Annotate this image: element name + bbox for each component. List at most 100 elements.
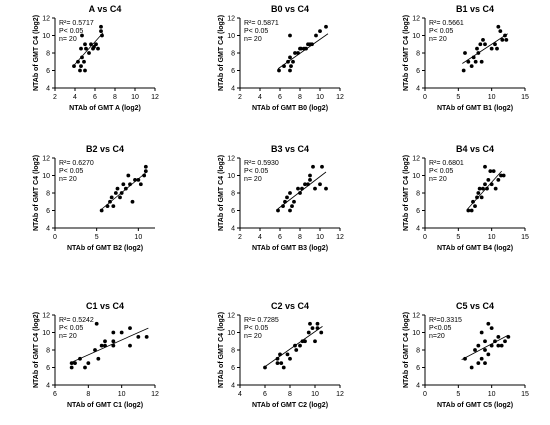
y-axis-label: NTAb of GMT C4 (log2) [218, 15, 225, 91]
y-tick-label: 4 [46, 86, 50, 93]
n-label: n= 20 [59, 333, 77, 340]
x-tick-label: 0 [423, 94, 427, 101]
data-point [473, 204, 477, 209]
n-label: n= 20 [59, 36, 77, 43]
data-point [476, 191, 481, 195]
regression-line [466, 170, 502, 210]
data-point [281, 204, 285, 209]
data-point [475, 195, 479, 200]
regression-line [461, 334, 509, 360]
data-point [288, 55, 292, 60]
x-axis-label: NTAb of GMT B4 (log2) [437, 245, 513, 252]
data-point [83, 42, 87, 47]
data-point [87, 51, 91, 55]
y-tick-label: 10 [227, 173, 235, 180]
data-point [293, 51, 297, 55]
regression-line [462, 33, 508, 64]
y-tick-label: 4 [231, 383, 235, 390]
y-tick-label: 6 [46, 208, 50, 215]
data-point [483, 348, 487, 352]
panel-title: C2 vs C4 [271, 301, 309, 311]
data-point [69, 361, 74, 366]
data-point [489, 326, 494, 331]
data-point [479, 59, 484, 64]
x-tick-label: 0 [423, 391, 427, 398]
data-point [463, 356, 467, 361]
data-point [128, 326, 132, 331]
n-label: n= 20 [244, 333, 262, 340]
x-tick-label: 0 [423, 234, 427, 241]
x-tick-label: 10 [488, 94, 496, 101]
data-point [478, 42, 483, 47]
data-point [306, 182, 310, 187]
y-tick-label: 10 [412, 330, 420, 337]
data-point [303, 182, 307, 187]
data-point [476, 361, 481, 366]
y-tick-label: 4 [46, 383, 50, 390]
y-tick-label: 8 [231, 348, 235, 355]
x-tick-label: 2 [53, 94, 57, 101]
x-tick-label: 10 [316, 94, 324, 101]
x-axis-label: NTAb of GMT B2 (log2) [67, 245, 143, 252]
data-point [290, 204, 294, 209]
data-point [94, 42, 98, 47]
data-point [477, 186, 482, 191]
data-point [99, 24, 103, 29]
regression-line [73, 32, 104, 66]
y-tick-label: 8 [46, 348, 50, 355]
data-point [296, 186, 300, 191]
r-squared-label: R²= 0.7285 [244, 317, 279, 324]
data-point [79, 64, 83, 69]
data-point [126, 173, 131, 178]
y-tick-label: 10 [42, 173, 50, 180]
data-point [469, 365, 474, 370]
data-point [495, 46, 499, 51]
r-squared-label: R²= 0.5717 [59, 20, 94, 27]
data-point [313, 186, 317, 191]
data-point [496, 343, 501, 348]
data-point [463, 51, 467, 55]
data-point [315, 321, 320, 326]
data-point [310, 42, 314, 47]
x-tick-label: 12 [336, 391, 344, 398]
data-point [303, 339, 307, 344]
data-point [466, 59, 471, 64]
data-point [479, 195, 484, 200]
r-squared-label: R²= 0.5871 [244, 20, 279, 27]
regression-line [263, 326, 323, 368]
y-axis-label: NTAb of GMT C4 (log2) [33, 155, 40, 231]
panel-title: B1 vs C4 [456, 4, 494, 14]
data-point [469, 208, 474, 213]
x-tick-label: 12 [151, 391, 159, 398]
x-tick-label: 12 [336, 234, 344, 241]
data-point [308, 177, 312, 182]
data-point [483, 361, 487, 366]
data-point [476, 343, 481, 348]
data-point [496, 334, 501, 339]
panel-title: B4 vs C4 [456, 144, 494, 154]
y-axis-label: NTAb of GMT C4 (log2) [403, 15, 410, 91]
data-point [473, 348, 477, 352]
data-point [499, 343, 504, 348]
data-point [299, 46, 303, 51]
x-tick-label: 8 [113, 94, 117, 101]
y-tick-label: 8 [231, 191, 235, 198]
p-value-label: P< 0.05 [59, 168, 83, 175]
y-tick-label: 12 [42, 16, 50, 23]
data-point [469, 64, 474, 69]
data-point [292, 199, 296, 204]
panel-title: C5 vs C4 [456, 301, 494, 311]
data-point [282, 64, 286, 69]
data-point [76, 59, 80, 64]
data-point [136, 334, 141, 339]
data-point [294, 348, 299, 352]
data-point [466, 208, 471, 213]
regression-line [277, 33, 329, 70]
x-axis-label: NTAb of GMT C2 (log2) [252, 402, 328, 409]
x-tick-label: 2 [238, 234, 242, 241]
data-point [276, 208, 280, 213]
data-point [461, 68, 466, 73]
